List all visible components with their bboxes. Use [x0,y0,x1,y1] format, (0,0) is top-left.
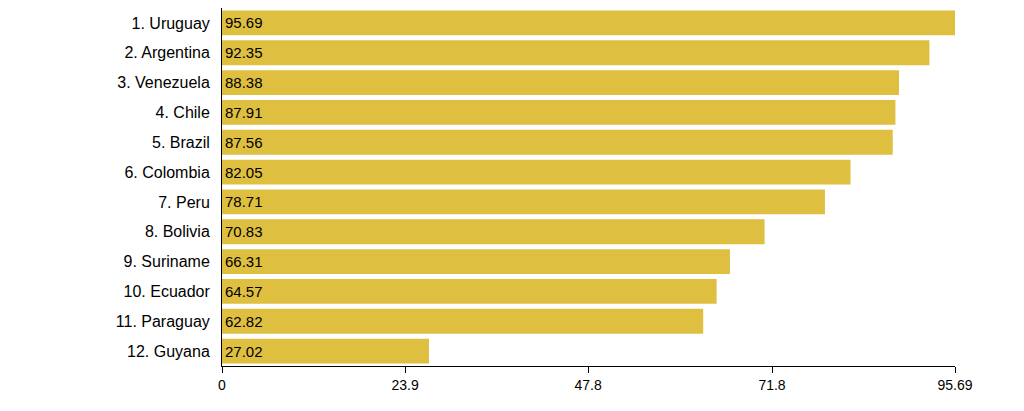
svg-text:6. Colombia: 6. Colombia [124,164,209,181]
svg-text:8. Bolivia: 8. Bolivia [145,223,210,240]
svg-text:1. Uruguay: 1. Uruguay [132,15,210,32]
svg-text:47.8: 47.8 [575,377,602,393]
svg-text:9. Suriname: 9. Suriname [124,253,210,270]
svg-text:27.02: 27.02 [225,343,263,360]
svg-text:82.05: 82.05 [225,164,263,181]
svg-text:95.69: 95.69 [225,14,263,31]
svg-text:12. Guyana: 12. Guyana [127,343,210,360]
svg-text:88.38: 88.38 [225,74,263,91]
svg-text:62.82: 62.82 [225,313,263,330]
svg-text:5. Brazil: 5. Brazil [152,134,210,151]
svg-text:4. Chile: 4. Chile [156,104,210,121]
svg-text:11. Paraguay: 11. Paraguay [116,313,210,330]
svg-text:70.83: 70.83 [225,223,263,240]
svg-text:87.91: 87.91 [225,104,263,121]
svg-text:2. Argentina: 2. Argentina [124,44,210,61]
svg-text:95.69: 95.69 [937,377,972,393]
svg-text:92.35: 92.35 [225,44,263,61]
svg-text:3. Venezuela: 3. Venezuela [117,74,210,91]
svg-text:66.31: 66.31 [225,253,263,270]
svg-text:7. Peru: 7. Peru [158,194,210,211]
svg-text:87.56: 87.56 [225,134,263,151]
svg-text:78.71: 78.71 [225,193,263,210]
svg-text:71.8: 71.8 [758,377,785,393]
svg-text:23.9: 23.9 [391,377,418,393]
svg-text:0: 0 [218,377,226,393]
svg-text:10. Ecuador: 10. Ecuador [124,283,211,300]
svg-text:64.57: 64.57 [225,283,263,300]
